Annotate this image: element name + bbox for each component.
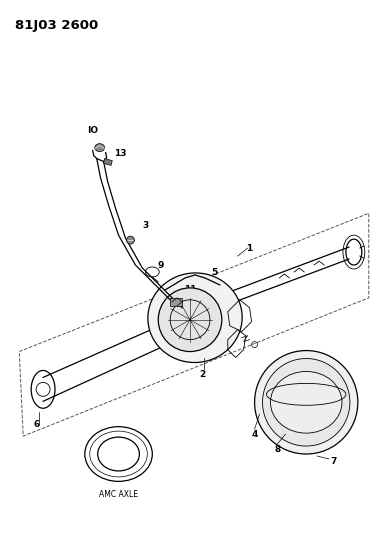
Ellipse shape (95, 144, 105, 151)
Ellipse shape (148, 273, 242, 362)
Circle shape (158, 288, 222, 352)
Text: 7: 7 (331, 457, 337, 466)
Text: 4: 4 (251, 430, 258, 439)
Text: 3: 3 (142, 221, 149, 230)
Text: 2: 2 (199, 370, 205, 379)
Ellipse shape (270, 372, 342, 433)
Text: 9: 9 (157, 261, 163, 270)
Text: 1: 1 (247, 244, 253, 253)
Text: 81J03 2600: 81J03 2600 (15, 19, 98, 33)
Circle shape (254, 351, 358, 454)
Circle shape (263, 359, 350, 446)
Text: 5: 5 (212, 269, 218, 278)
Text: 13: 13 (114, 149, 127, 158)
Circle shape (127, 236, 134, 244)
Text: AMC AXLE: AMC AXLE (99, 490, 138, 499)
Bar (170, 298, 182, 306)
Text: 12: 12 (194, 297, 206, 306)
Text: 11: 11 (184, 285, 196, 294)
Text: IO: IO (87, 126, 98, 135)
Text: 8: 8 (274, 445, 281, 454)
Text: 6: 6 (33, 419, 39, 429)
Bar (103, 158, 113, 165)
